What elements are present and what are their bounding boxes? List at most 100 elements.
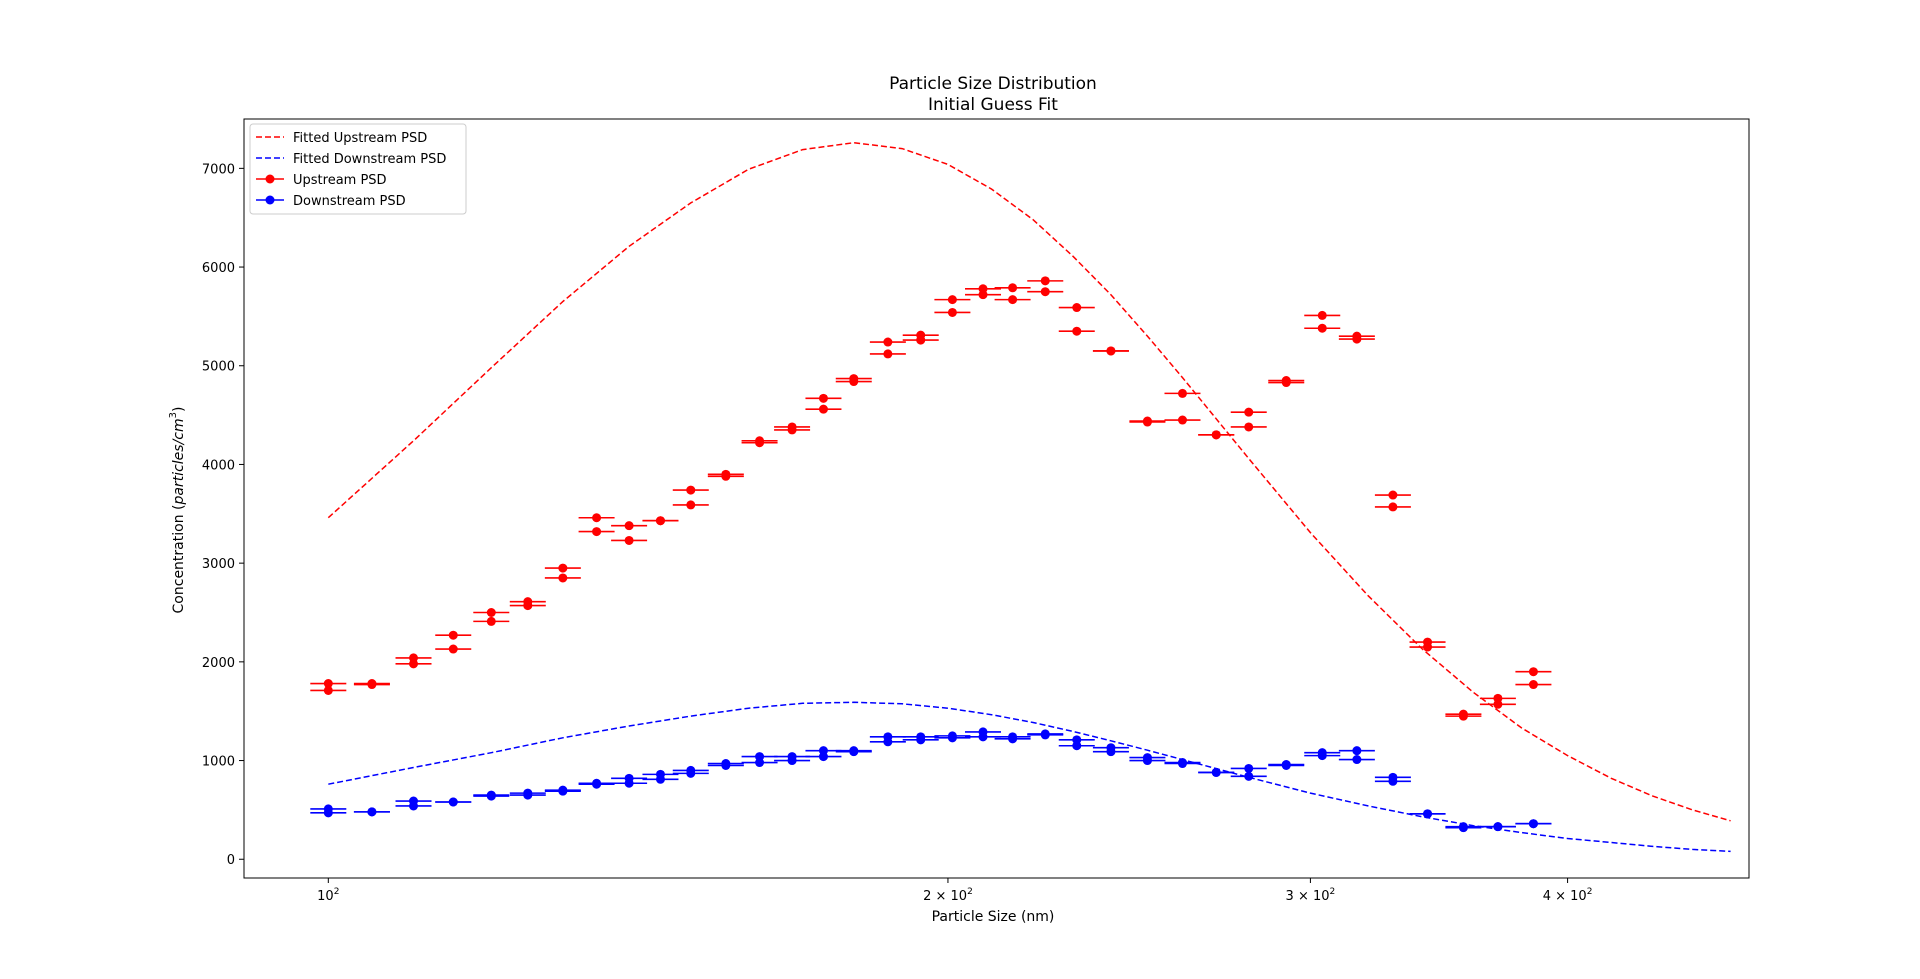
upstream-point <box>1317 310 1327 320</box>
downstream-point <box>1423 809 1433 819</box>
upstream-point <box>409 653 419 663</box>
x-tick-label-exp: 2 <box>967 887 973 897</box>
upstream-point <box>1388 502 1398 512</box>
plot-frame <box>243 118 1750 879</box>
y-tick-label: 5000 <box>202 360 235 375</box>
downstream-point <box>916 732 926 742</box>
upstream-point <box>947 295 957 305</box>
fitted-downstream-line <box>328 701 1731 853</box>
legend-swatch-marker <box>265 195 275 205</box>
upstream-point <box>1008 295 1018 305</box>
downstream-point <box>367 807 377 817</box>
downstream-point <box>1352 755 1362 765</box>
upstream-point <box>1317 323 1327 333</box>
y-axis-label: Concentration (particles/cm3) <box>168 407 187 614</box>
upstream-point <box>592 513 602 523</box>
downstream-point <box>1106 743 1116 753</box>
downstream-point <box>978 727 988 737</box>
downstream-point <box>947 731 957 741</box>
x-tick-label-exp: 2 <box>334 887 340 897</box>
y-axis-label-suffix: ) <box>171 407 187 412</box>
y-tick-label: 3000 <box>202 557 235 572</box>
downstream-point <box>883 732 893 742</box>
upstream-point <box>686 485 696 495</box>
upstream-point <box>849 374 859 384</box>
upstream-point <box>624 535 634 545</box>
downstream-point <box>1040 729 1050 739</box>
x-tick-label-base: 2 × 10 <box>923 889 967 904</box>
x-tick-label: 3 × 102 <box>1286 887 1336 904</box>
downstream-point <box>1177 758 1187 768</box>
downstream-point <box>1352 746 1362 756</box>
upstream-point <box>448 644 458 654</box>
chart-title: Particle Size Distribution <box>889 74 1097 94</box>
upstream-point <box>1244 422 1254 432</box>
upstream-point <box>558 563 568 573</box>
downstream-point <box>1281 759 1291 769</box>
x-tick-label-base: 10 <box>317 889 334 904</box>
downstream-point <box>486 790 496 800</box>
upstream-point <box>947 307 957 317</box>
fitted-upstream-line <box>327 141 1731 822</box>
downstream-point <box>1142 753 1152 763</box>
downstream-point <box>523 788 533 798</box>
legend-label: Fitted Downstream PSD <box>293 152 446 167</box>
downstream-point <box>1493 822 1503 832</box>
y-tick-label: 7000 <box>202 162 235 177</box>
upstream-point <box>523 597 533 607</box>
downstream-point <box>1528 819 1538 829</box>
upstream-point <box>916 330 926 340</box>
downstream-point <box>818 746 828 756</box>
x-tick-label-base: 3 × 10 <box>1286 889 1330 904</box>
x-axis-label: Particle Size (nm) <box>932 909 1055 925</box>
legend-box <box>249 123 467 215</box>
downstream-point <box>721 759 731 769</box>
upstream-point <box>818 404 828 414</box>
upstream-point <box>1352 331 1362 341</box>
downstream-point <box>558 785 568 795</box>
y-tick-label: 6000 <box>202 261 235 276</box>
upstream-point <box>1388 490 1398 500</box>
downstream-point <box>1317 748 1327 758</box>
downstream-point <box>1211 767 1221 777</box>
x-tick-label: 102 <box>317 887 339 904</box>
legend-label: Downstream PSD <box>293 194 406 209</box>
upstream-point <box>1072 303 1082 313</box>
downstream-point <box>624 773 634 783</box>
downstream-point <box>1244 771 1254 781</box>
downstream-point <box>787 752 797 762</box>
upstream-point <box>1458 709 1468 719</box>
legend-swatch-marker <box>265 174 275 184</box>
downstream-point <box>686 765 696 775</box>
upstream-point <box>486 607 496 617</box>
y-axis-label-exp: 3 <box>168 412 179 418</box>
downstream-point <box>592 778 602 788</box>
upstream-point <box>978 284 988 294</box>
upstream-point <box>818 393 828 403</box>
y-tick-label: 4000 <box>202 458 235 473</box>
upstream-point <box>1281 376 1291 386</box>
upstream-point <box>1142 416 1152 426</box>
upstream-point <box>787 422 797 432</box>
chart-subtitle: Initial Guess Fit <box>928 95 1058 115</box>
upstream-point <box>1040 276 1050 286</box>
x-tick-label-base: 4 × 10 <box>1543 889 1587 904</box>
upstream-point <box>486 616 496 626</box>
upstream-point <box>721 469 731 479</box>
downstream-point <box>1244 763 1254 773</box>
downstream-point <box>1072 735 1082 745</box>
upstream-point <box>1528 667 1538 677</box>
x-tick-label-exp: 2 <box>1330 887 1336 897</box>
y-tick-label: 2000 <box>202 656 235 671</box>
x-tick-label: 4 × 102 <box>1543 887 1593 904</box>
upstream-point <box>323 679 333 689</box>
upstream-point <box>592 527 602 537</box>
downstream-point <box>1388 772 1398 782</box>
upstream-point <box>883 337 893 347</box>
upstream-point <box>1493 693 1503 703</box>
upstream-point <box>655 516 665 526</box>
upstream-point <box>1008 283 1018 293</box>
y-axis-label-prefix: Concentration ( <box>171 505 187 614</box>
